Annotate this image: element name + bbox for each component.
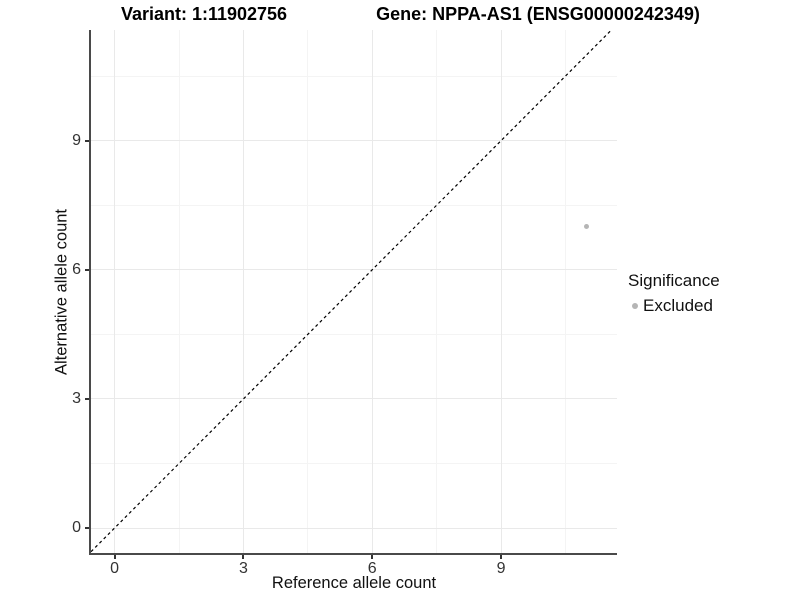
x-gridline-major (371, 30, 373, 553)
y-gridline-major (91, 140, 617, 142)
x-tick-mark (371, 555, 374, 559)
y-tick-mark (85, 268, 89, 271)
y-gridline-major (91, 398, 617, 400)
y-axis-line (89, 30, 91, 555)
y-gridline-minor (91, 333, 617, 335)
y-tick-label: 0 (72, 519, 81, 537)
plot-title-gene: Gene: NPPA-AS1 (ENSG00000242349) (376, 4, 700, 24)
y-gridline-minor (91, 204, 617, 206)
x-tick-label: 6 (367, 560, 377, 577)
legend-item-label: Excluded (643, 296, 713, 315)
y-gridline-minor (91, 75, 617, 77)
x-tick-label: 3 (238, 560, 248, 577)
identity-line (90, 29, 612, 553)
legend-item-excluded: Excluded (628, 296, 720, 316)
x-gridline-major (500, 30, 502, 553)
y-tick-label: 3 (72, 389, 81, 407)
legend-key-dot-icon (632, 303, 638, 309)
y-gridline-major (91, 527, 617, 529)
x-tick-mark (113, 555, 116, 559)
x-gridline-major (114, 30, 116, 553)
y-tick-label: 9 (72, 131, 81, 149)
y-tick-label: 6 (72, 260, 81, 278)
legend: Significance Excluded (628, 271, 720, 316)
x-gridline-minor (564, 30, 566, 553)
y-tick-mark (85, 397, 89, 400)
y-tick-mark (85, 527, 89, 530)
plot-panel (90, 29, 617, 553)
plot-title-variant: Variant: 1:11902756 (120, 4, 288, 24)
y-gridline-major (91, 269, 617, 271)
x-tick-mark (500, 555, 503, 559)
x-axis-line (89, 553, 617, 555)
y-tick-mark (85, 139, 89, 142)
x-gridline-major (242, 30, 244, 553)
data-point (584, 224, 590, 230)
x-gridline-minor (178, 30, 180, 553)
legend-title: Significance (628, 271, 720, 290)
x-tick-label: 9 (496, 560, 506, 577)
x-gridline-minor (307, 30, 309, 553)
y-gridline-minor (91, 462, 617, 464)
x-tick-mark (242, 555, 245, 559)
x-tick-label: 0 (110, 560, 120, 577)
y-axis-label: Alternative allele count (52, 208, 71, 376)
x-gridline-minor (436, 30, 438, 553)
x-axis-label: Reference allele count (271, 574, 437, 592)
